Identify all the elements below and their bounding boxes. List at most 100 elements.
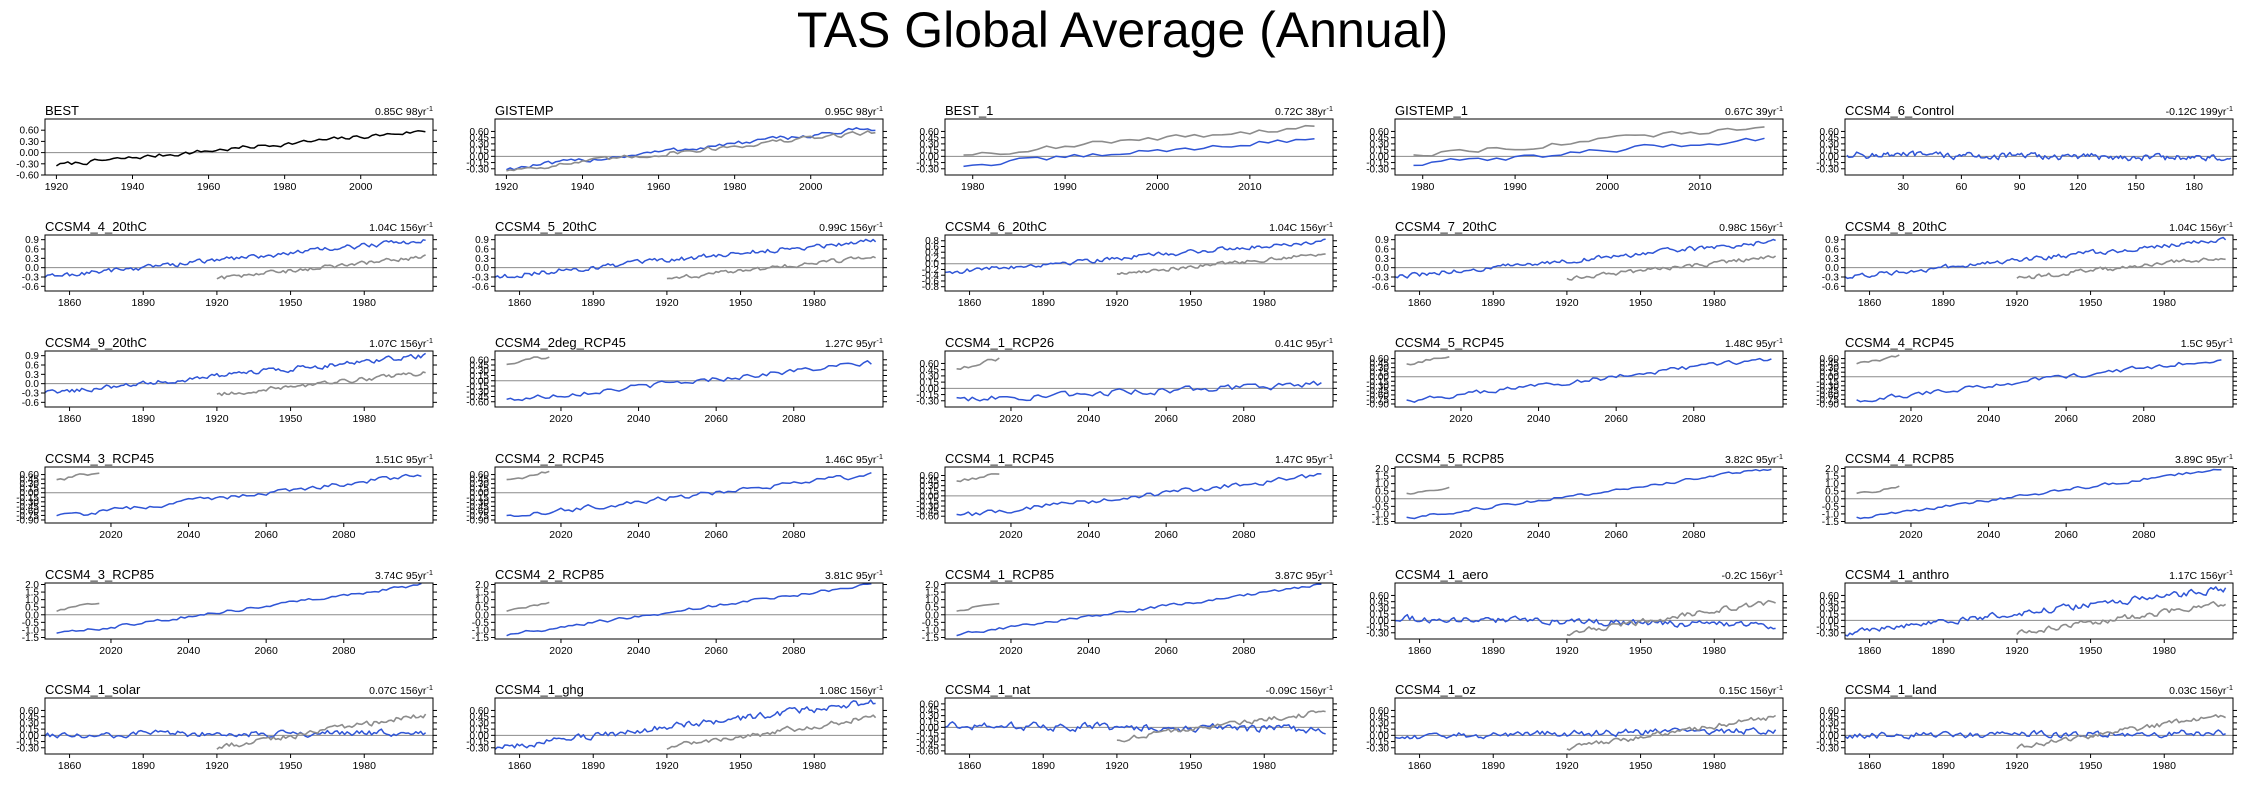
panel-trend-stat: 1.27C 95yr-1 — [825, 336, 883, 350]
x-tick-label: 2000 — [1146, 181, 1170, 193]
y-tick-label: 0.15 — [920, 717, 940, 728]
y-tick-label: 0.30 — [920, 139, 940, 150]
y-tick-label: -0.60 — [466, 506, 489, 517]
y-tick-label: -0.90 — [1366, 399, 1389, 410]
y-tick-label: 0.0 — [475, 610, 489, 621]
x-tick-label: 2080 — [782, 529, 806, 541]
y-tick-label: 0.30 — [1370, 603, 1390, 614]
y-tick-label: 0.0 — [475, 263, 489, 274]
panel-trend-stat: 0.72C 38yr-1 — [1275, 104, 1333, 118]
y-tick-label: 0.5 — [1825, 487, 1839, 498]
panel-frame — [1394, 234, 1784, 292]
y-tick-label: 0.00 — [20, 148, 40, 159]
y-tick-label: 1.5 — [1375, 472, 1389, 483]
y-tick-label: -0.30 — [466, 164, 489, 175]
x-tick-label: 120 — [2069, 181, 2087, 193]
y-tick-label: 0.15 — [470, 371, 490, 382]
panel-name: GISTEMP_1 — [1395, 103, 1468, 118]
x-tick-label: 1950 — [2079, 645, 2103, 657]
x-tick-label: 1920 — [1555, 645, 1579, 657]
panel-trend-stat: -0.12C 199yr-1 — [2166, 104, 2233, 118]
y-tick-label: 1.5 — [925, 588, 939, 599]
panel-trend-stat: 0.67C 39yr-1 — [1725, 104, 1783, 118]
y-tick-label: 0.15 — [470, 725, 490, 736]
series-line-overlay — [1413, 126, 1765, 157]
panel-name: CCSM4_1_RCP85 — [945, 567, 1054, 582]
y-tick-label: 0.15 — [470, 484, 490, 495]
x-tick-label: 1980 — [2153, 297, 2177, 309]
y-tick-label: -1.0 — [922, 625, 940, 636]
x-tick-label: 1980 — [1411, 181, 1435, 193]
y-tick-label: 0.0 — [1825, 263, 1839, 274]
y-tick-label: 0.00 — [1820, 152, 1840, 163]
y-tick-label: 0.60 — [1370, 354, 1390, 365]
x-tick-label: 1890 — [1482, 645, 1506, 657]
panel-trend-stat: 0.99C 156yr-1 — [819, 220, 883, 234]
series-line-model — [1406, 357, 1772, 403]
panel-trend-stat: 3.82C 95yr-1 — [1725, 452, 1783, 466]
panel-trend-stat: -0.09C 156yr-1 — [1266, 683, 1333, 697]
panel-frame — [494, 350, 884, 408]
panel-name: CCSM4_1_aero — [1395, 567, 1488, 582]
series-line-overlay — [506, 470, 550, 481]
panel-name: CCSM4_2_RCP45 — [495, 451, 604, 466]
x-tick-label: 2060 — [2054, 529, 2078, 541]
x-tick-label: 2060 — [704, 529, 728, 541]
y-tick-label: 0.30 — [1820, 603, 1840, 614]
panel-trend-stat: 1.48C 95yr-1 — [1725, 336, 1783, 350]
series-line-overlay — [2016, 257, 2226, 280]
y-tick-label: 0.60 — [470, 355, 490, 366]
y-tick-label: 1.0 — [475, 595, 489, 606]
x-tick-label: 2060 — [704, 645, 728, 657]
panel-trend-stat: 1.04C 156yr-1 — [1269, 220, 1333, 234]
panel-ccsm4-5-rcp85: CCSM4_5_RCP85 3.82C 95yr-1 2020 2040 2060 208… — [1372, 451, 1787, 541]
x-tick-label: 1890 — [582, 760, 606, 772]
panel-frame — [1844, 466, 2234, 524]
y-tick-label: -0.15 — [1366, 737, 1389, 748]
series-line-overlay — [56, 472, 100, 481]
y-tick-label: 0.00 — [20, 731, 40, 742]
y-tick-label: 0.45 — [920, 365, 940, 376]
y-tick-label: 1.0 — [925, 595, 939, 606]
panel-trend-stat: 3.87C 95yr-1 — [1275, 568, 1333, 582]
y-tick-label: 0.6 — [925, 242, 939, 253]
panel-frame — [944, 582, 1334, 640]
y-tick-label: 0.3 — [1375, 254, 1389, 265]
series-line-model — [1846, 150, 2232, 162]
panel-name: CCSM4_1_anthro — [1845, 567, 1949, 582]
x-tick-label: 1860 — [58, 413, 82, 425]
y-tick-label: 0.00 — [1370, 152, 1390, 163]
x-tick-label: 2000 — [799, 181, 823, 193]
series-line-overlay — [1856, 354, 1900, 365]
y-tick-label: -0.15 — [916, 158, 939, 169]
y-tick-label: 0.30 — [920, 481, 940, 492]
y-tick-label: -0.15 — [16, 737, 39, 748]
series-line-overlay — [1116, 253, 1326, 275]
x-tick-label: 1860 — [958, 760, 982, 772]
series-line-model — [944, 238, 1326, 275]
y-tick-label: 0.45 — [20, 475, 40, 486]
series-line-model — [56, 473, 422, 517]
y-tick-label: 0.30 — [1370, 139, 1390, 150]
y-tick-label: -0.30 — [1816, 164, 1839, 175]
x-tick-label: 1980 — [1253, 297, 1277, 309]
x-tick-label: 1950 — [279, 297, 303, 309]
y-tick-label: -1.5 — [1372, 517, 1390, 528]
y-tick-label: 0.15 — [1820, 368, 1840, 379]
y-tick-label: 0.15 — [470, 146, 490, 157]
panel-name: CCSM4_5_20thC — [495, 219, 597, 234]
y-tick-label: -0.30 — [916, 502, 939, 513]
x-tick-label: 1920 — [2005, 297, 2029, 309]
panel-ccsm4-3-rcp45: CCSM4_3_RCP45 1.51C 95yr-1 2020 2040 2060 208… — [16, 451, 437, 541]
x-tick-label: 1980 — [803, 297, 827, 309]
x-tick-label: 1920 — [495, 181, 519, 193]
series-line-model — [1394, 238, 1776, 279]
y-tick-label: 0.30 — [1370, 363, 1390, 374]
series-line-overlay — [956, 357, 1000, 370]
x-tick-label: 1920 — [205, 413, 229, 425]
x-tick-label: 2040 — [1077, 529, 1101, 541]
y-tick-label: 0.9 — [25, 351, 39, 362]
y-tick-label: 0.45 — [1820, 712, 1840, 723]
panel-ccsm4-2deg-rcp45: CCSM4_2deg_RCP45 1.27C 95yr-1 2020 2040 2060… — [466, 335, 887, 425]
series-line-overlay — [1566, 599, 1776, 637]
